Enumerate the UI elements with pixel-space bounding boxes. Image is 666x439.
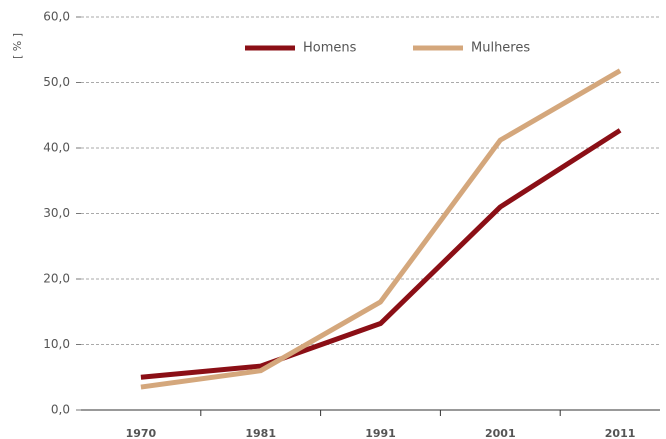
y-tick-label: 0,0 [51,403,70,417]
legend-label: Homens [303,41,357,56]
y-tick-label: 30,0 [43,206,70,220]
legend-label: Mulheres [471,41,530,56]
x-tick-label: 1981 [245,427,276,439]
series-line [140,128,622,380]
series-line [140,68,622,390]
y-axis-label: [ % ] [11,33,24,59]
x-tick-label: 2011 [605,427,636,439]
y-tick-label: 60,0 [43,10,70,24]
y-tick-label: 10,0 [43,337,70,351]
y-tick-label: 40,0 [43,141,70,155]
x-tick-label: 1991 [365,427,396,439]
x-tick-label: 2001 [485,427,516,439]
y-tick-label: 20,0 [43,272,70,286]
y-tick-label: 50,0 [43,75,70,89]
x-tick-label: 1970 [126,427,157,439]
